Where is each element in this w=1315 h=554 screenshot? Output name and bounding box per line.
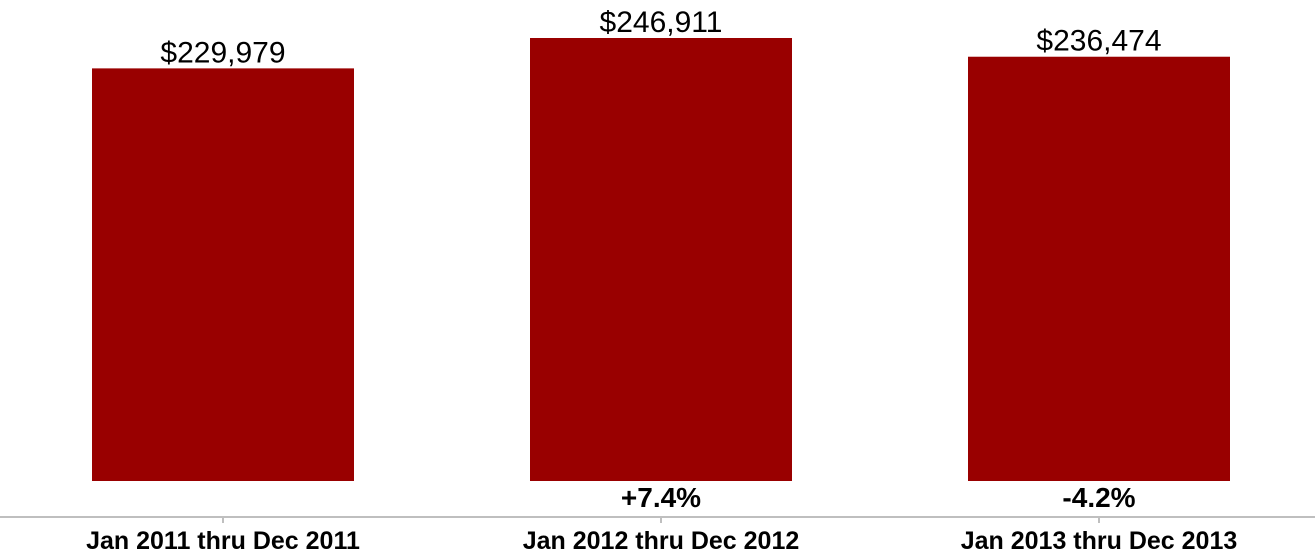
- x-axis-ticks: [222, 517, 1100, 523]
- bar-1: [92, 68, 354, 481]
- change-label-2: +7.4%: [621, 482, 701, 513]
- bars: [92, 38, 1230, 481]
- change-label-3: -4.2%: [1062, 482, 1135, 513]
- bar-3: [968, 56, 1230, 481]
- category-label-1: Jan 2011 thru Dec 2011: [86, 527, 360, 554]
- category-labels: Jan 2011 thru Dec 2011 Jan 2012 thru Dec …: [86, 527, 1237, 554]
- value-label-2: $246,911: [600, 6, 723, 39]
- category-label-3: Jan 2013 thru Dec 2013: [961, 527, 1238, 554]
- change-labels: +7.4% -4.2%: [621, 482, 1136, 513]
- category-label-2: Jan 2012 thru Dec 2012: [523, 527, 800, 554]
- value-label-1: $229,979: [160, 36, 285, 69]
- value-labels: $229,979 $246,911 $236,474: [160, 6, 1161, 69]
- value-label-3: $236,474: [1036, 25, 1161, 58]
- bar-2: [530, 38, 792, 481]
